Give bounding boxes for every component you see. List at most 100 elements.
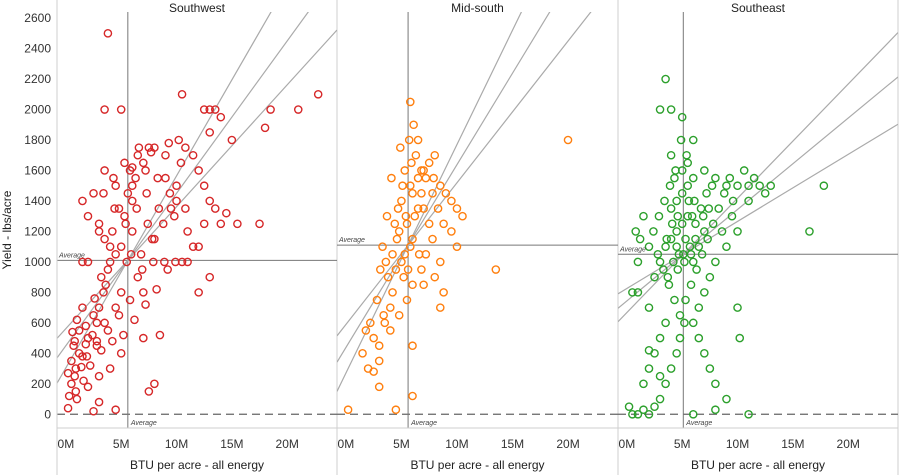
data-point	[94, 303, 104, 312]
data-point	[85, 361, 95, 370]
x-tick-label: 0M	[619, 437, 636, 451]
data-point	[766, 181, 776, 191]
data-point	[369, 367, 378, 376]
data-point	[447, 227, 456, 236]
panel-plot-area	[337, 12, 618, 428]
data-point	[702, 189, 711, 198]
average-y-label: Average	[58, 252, 85, 259]
data-point	[711, 173, 720, 183]
data-point	[69, 341, 78, 351]
data-point	[387, 173, 396, 183]
data-point	[733, 227, 742, 236]
data-point	[760, 189, 770, 198]
data-point	[153, 173, 163, 183]
data-point	[413, 173, 423, 183]
data-point	[692, 265, 701, 274]
data-point	[644, 242, 654, 251]
data-point	[491, 265, 501, 274]
data-point	[672, 227, 681, 236]
data-point	[111, 249, 120, 259]
data-point	[164, 138, 174, 148]
data-point	[667, 219, 677, 229]
data-point	[805, 227, 814, 236]
data-point	[92, 336, 102, 346]
x-tick-label: 15M	[220, 437, 243, 451]
data-point	[163, 265, 172, 274]
data-point	[72, 394, 82, 404]
data-point	[255, 219, 264, 229]
data-point	[194, 242, 203, 251]
data-point	[111, 303, 120, 312]
data-point	[669, 257, 678, 267]
data-point	[105, 242, 115, 251]
y-tick-label: 1400	[24, 194, 51, 208]
data-point	[744, 409, 753, 419]
data-point	[666, 364, 676, 373]
data-point	[141, 300, 150, 309]
y-tick-label: 2600	[24, 11, 51, 25]
data-point	[105, 364, 115, 373]
data-point	[194, 166, 203, 175]
data-point	[644, 409, 654, 419]
data-point	[439, 219, 448, 229]
y-tick-label: 2000	[24, 103, 51, 117]
x-tick-label: 10M	[726, 437, 749, 451]
data-point	[660, 196, 669, 206]
data-point	[172, 196, 181, 206]
data-point	[82, 352, 92, 361]
data-point	[205, 105, 215, 114]
x-tick-label: 5M	[113, 437, 130, 451]
data-point	[133, 272, 143, 282]
data-point	[458, 211, 467, 221]
x-axis-label: BTU per acre - all energy	[691, 458, 825, 472]
data-point	[666, 150, 676, 160]
data-point	[452, 204, 462, 213]
data-point	[216, 219, 226, 229]
data-point	[435, 257, 445, 267]
data-point	[188, 242, 198, 251]
data-point	[358, 349, 367, 358]
data-point	[63, 368, 73, 378]
data-point	[411, 150, 421, 160]
data-point	[400, 249, 410, 259]
data-point	[683, 158, 693, 168]
data-point	[183, 257, 192, 267]
data-point	[293, 105, 303, 114]
data-point	[688, 318, 698, 328]
data-point	[429, 173, 438, 183]
data-point	[388, 288, 397, 297]
data-point	[655, 105, 665, 114]
data-point	[378, 242, 387, 251]
data-point	[127, 181, 137, 191]
data-point	[686, 280, 696, 290]
panel-title: Southeast	[731, 1, 786, 15]
data-point	[176, 158, 186, 168]
data-point	[639, 379, 648, 389]
x-tick-label: 20M	[276, 437, 299, 451]
x-axis-label: BTU per acre - all energy	[410, 458, 544, 472]
data-point	[108, 336, 117, 346]
y-tick-label: 1000	[24, 255, 51, 269]
data-point	[700, 166, 709, 175]
data-point	[391, 405, 401, 415]
data-point	[683, 181, 693, 191]
data-point	[127, 196, 137, 206]
data-point	[174, 135, 184, 145]
data-point	[165, 189, 175, 198]
data-point	[381, 257, 391, 267]
data-point	[408, 189, 417, 198]
y-axis: 0 200 400 600 800 1000 1200 1400 1600 1800 2000 220…	[24, 0, 58, 475]
data-point	[635, 234, 645, 244]
data-point	[150, 379, 159, 389]
data-point	[563, 135, 573, 145]
data-point	[71, 364, 81, 373]
x-tick-label: 5M	[393, 437, 410, 451]
data-point	[654, 211, 664, 221]
data-point	[130, 315, 139, 325]
data-point	[99, 288, 108, 297]
data-point	[183, 227, 192, 236]
data-point	[417, 166, 426, 175]
x-tick-label: 10M	[445, 437, 468, 451]
panel-southwest: Southwest Average Average 0M 5M 10M 15M 20M BTU …	[57, 0, 338, 475]
data-point	[407, 158, 416, 168]
